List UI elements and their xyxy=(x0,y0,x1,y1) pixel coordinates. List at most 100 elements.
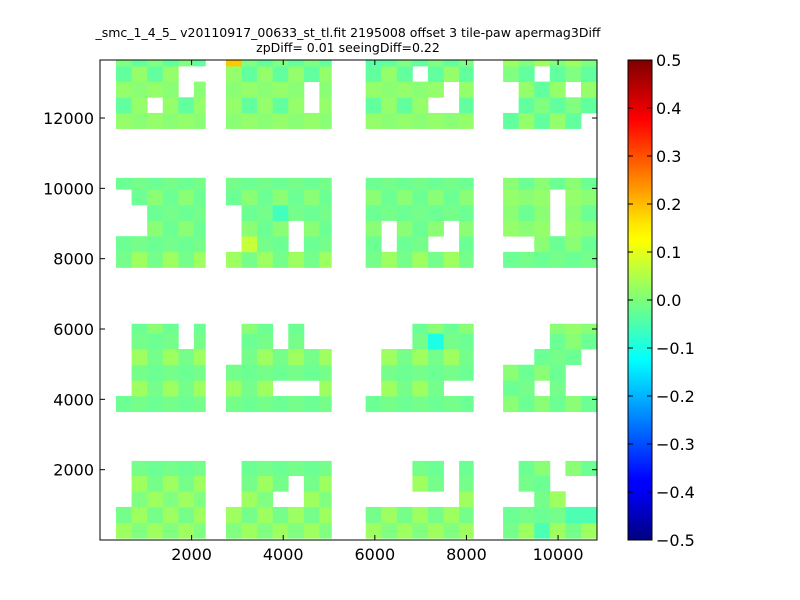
heatmap-cell xyxy=(319,220,332,237)
heatmap-cell xyxy=(319,236,332,253)
heatmap-cell xyxy=(131,380,148,397)
heatmap-cell xyxy=(131,333,148,350)
heatmap-cell xyxy=(412,251,429,268)
heatmap-cell xyxy=(381,380,398,397)
heatmap-cell xyxy=(225,506,242,523)
heatmap-cell xyxy=(303,460,320,477)
heatmap-cell xyxy=(272,460,289,477)
heatmap-cell xyxy=(381,506,398,523)
heatmap-cell xyxy=(565,506,582,523)
heatmap-cell xyxy=(193,506,206,523)
heatmap-cell xyxy=(396,112,413,129)
heatmap-cell xyxy=(412,522,429,539)
heatmap-cell xyxy=(580,323,597,334)
heatmap-cell xyxy=(534,506,551,523)
heatmap-cell xyxy=(131,349,148,366)
heatmap-cell xyxy=(459,220,474,237)
heatmap-cell xyxy=(193,220,206,237)
heatmap-cell xyxy=(147,220,164,237)
heatmap-cell xyxy=(459,81,474,98)
heatmap-cell xyxy=(193,475,206,492)
y-tick-label: 4000 xyxy=(53,390,94,409)
x-axis: 2000 4000 6000 8000 10000 xyxy=(171,60,584,564)
heatmap-cell xyxy=(396,380,413,397)
heatmap-cell xyxy=(549,81,566,98)
heatmap-cell xyxy=(147,460,164,477)
heatmap-cell xyxy=(272,177,289,190)
heatmap-cell xyxy=(178,60,195,67)
heatmap-cell xyxy=(131,236,148,253)
heatmap-cell xyxy=(178,177,195,190)
colorbar-tick-label: −0.5 xyxy=(656,531,695,550)
heatmap-cell xyxy=(319,189,332,206)
heatmap-cell xyxy=(534,396,551,413)
heatmap-cell xyxy=(116,236,132,253)
heatmap-cell xyxy=(147,349,164,366)
heatmap-cell xyxy=(580,251,597,268)
heatmap-cell xyxy=(459,189,474,206)
heatmap-cell xyxy=(518,380,535,397)
heatmap-cell xyxy=(503,60,520,67)
heatmap-cell xyxy=(131,522,148,539)
heatmap-cell xyxy=(225,251,242,268)
heatmap-cell xyxy=(443,177,460,190)
heatmap-cell xyxy=(443,349,460,366)
colorbar-tick-label: −0.1 xyxy=(656,339,695,358)
chart-title: _smc_1_4_5_ v20110917_00633_st_tl.fit 21… xyxy=(94,25,600,40)
heatmap-cell xyxy=(565,522,582,539)
heatmap-cell xyxy=(178,349,195,366)
heatmap-cell xyxy=(503,522,520,539)
heatmap-cell xyxy=(534,177,551,190)
heatmap-cell xyxy=(178,522,195,539)
heatmap-cell xyxy=(427,60,444,67)
heatmap-cell xyxy=(193,491,206,508)
heatmap-cell xyxy=(381,204,398,221)
heatmap-cell xyxy=(549,364,566,381)
heatmap-cell xyxy=(319,177,332,190)
heatmap-cell xyxy=(303,204,320,221)
heatmap-cell xyxy=(534,460,551,477)
heatmap-cell xyxy=(131,491,148,508)
heatmap-cell xyxy=(272,506,289,523)
heatmap-cell xyxy=(580,333,597,350)
heatmap-cell xyxy=(412,112,429,129)
heatmap-cell xyxy=(319,60,332,67)
heatmap-cell xyxy=(147,189,164,206)
heatmap-cell xyxy=(565,65,582,83)
heatmap-cell xyxy=(503,204,520,221)
heatmap-cell xyxy=(443,506,460,523)
heatmap-cell xyxy=(241,491,258,508)
heatmap-cell xyxy=(116,65,132,83)
heatmap-cell xyxy=(427,251,444,268)
colorbar-tick-label: 0.5 xyxy=(656,51,681,70)
heatmap-cell xyxy=(365,220,382,237)
heatmap-cell xyxy=(518,251,535,268)
x-tick-label: 8000 xyxy=(446,545,487,564)
heatmap-cell xyxy=(241,60,258,67)
heatmap-cell xyxy=(427,81,444,98)
heatmap-cell xyxy=(427,112,444,129)
heatmap-cell xyxy=(412,460,429,477)
heatmap-cell xyxy=(162,251,179,268)
heatmap-cell xyxy=(427,522,444,539)
heatmap-cell xyxy=(580,204,597,221)
heatmap-cell xyxy=(459,460,474,477)
heatmap-cell xyxy=(288,333,305,350)
heatmap-cell xyxy=(225,60,242,67)
heatmap-cell xyxy=(319,396,332,413)
heatmap-cell xyxy=(288,81,305,98)
heatmap-cell xyxy=(178,189,195,206)
heatmap-cell xyxy=(396,236,413,253)
heatmap-cell xyxy=(396,396,413,413)
heatmap-cell xyxy=(580,220,597,237)
heatmap-cell xyxy=(319,81,332,98)
heatmap-cell xyxy=(503,112,520,129)
heatmap-cell xyxy=(396,349,413,366)
heatmap-cell xyxy=(116,60,132,67)
heatmap-cell xyxy=(459,112,474,129)
heatmap-cell xyxy=(147,506,164,523)
heatmap-cell xyxy=(241,189,258,206)
heatmap-cell xyxy=(147,81,164,98)
heatmap-cell xyxy=(412,236,429,253)
heatmap-cell xyxy=(116,177,132,190)
